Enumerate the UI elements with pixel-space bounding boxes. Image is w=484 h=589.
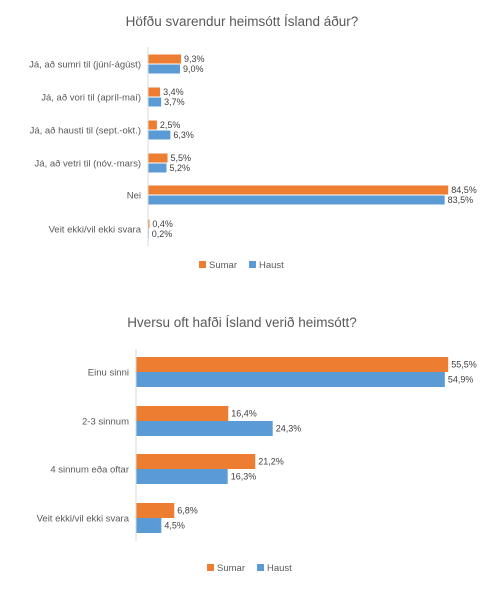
chart1-data-label: 6,3% <box>173 130 194 140</box>
chart1-data-label: 2,5% <box>160 120 181 130</box>
chart2-title: Hversu oft hafði Ísland verið heimsótt? <box>127 315 357 330</box>
chart2-legend-label-haust: Haust <box>267 563 292 574</box>
chart1-data-label: 83,5% <box>448 195 474 205</box>
chart1-category-label: Veit ekki/vil ekki svara <box>49 225 142 236</box>
chart2-bar-sumar <box>136 357 449 372</box>
chart2-category-label: 4 sinnum eða oftar <box>50 465 129 476</box>
chart2-data-label: 16,4% <box>231 409 257 419</box>
chart2-data-label: 16,3% <box>231 472 257 482</box>
chart1-bar-sumar <box>148 54 182 64</box>
chart2-category-label: Veit ekki/vil ekki svara <box>37 514 130 525</box>
chart1-data-label: 0,4% <box>152 219 173 229</box>
chart1-legend-swatch-haust <box>249 261 256 268</box>
chart2-data-label: 21,2% <box>258 457 284 467</box>
chart1-bar-haust <box>148 163 167 173</box>
chart1-title: Höfðu svarendur heimsótt Ísland áður? <box>126 14 359 29</box>
chart1-bar-sumar <box>148 153 168 163</box>
chart1-bar-sumar <box>148 219 150 229</box>
chart1-bar-sumar <box>148 87 161 97</box>
chart2-data-label: 6,8% <box>177 506 198 516</box>
chart1-category-label: Já, að vori til (apríl-maí) <box>41 93 141 104</box>
chart1-bar-haust <box>148 97 162 107</box>
chart2-bar-sumar <box>136 406 229 421</box>
chart2-category-label: 2-3 sinnum <box>82 417 129 428</box>
chart1-bar-haust <box>148 130 171 140</box>
chart2-bar-haust <box>136 372 445 387</box>
chart1-data-label: 5,2% <box>169 163 190 173</box>
chart2-data-label: 4,5% <box>164 521 185 531</box>
chart1-legend-label-haust: Haust <box>259 260 284 271</box>
chart1-bar-haust <box>148 64 180 74</box>
chart2-bar-haust <box>136 421 273 436</box>
chart2-data-label: 54,9% <box>448 375 474 385</box>
chart2-category-label: Einu sinni <box>88 368 129 379</box>
chart2-data-label: 55,5% <box>451 360 477 370</box>
chart2-legend-label-sumar: Sumar <box>217 563 245 574</box>
chart1-bar-haust <box>148 195 445 205</box>
chart1-category-label: Nei <box>127 191 141 202</box>
chart2-data-label: 24,3% <box>276 424 302 434</box>
chart1-data-label: 84,5% <box>451 185 477 195</box>
chart1-category-label: Já, að vetri til (nóv.-mars) <box>35 159 141 170</box>
chart1-data-label: 0,2% <box>152 229 173 239</box>
chart2-bar-sumar <box>136 503 175 518</box>
chart2-bar-sumar <box>136 454 256 469</box>
chart1-bar-sumar <box>148 185 449 195</box>
chart1-data-label: 3,4% <box>163 87 184 97</box>
chart2-legend-swatch-haust <box>257 564 264 571</box>
chart1-legend-label-sumar: Sumar <box>209 260 237 271</box>
chart2-bar-haust <box>136 518 162 533</box>
chart1-legend-swatch-sumar <box>199 261 206 268</box>
chart2-legend-swatch-sumar <box>207 564 214 571</box>
chart1-data-label: 5,5% <box>171 153 192 163</box>
chart1-data-label: 3,7% <box>164 97 185 107</box>
chart1-bar-sumar <box>148 120 157 130</box>
chart1-data-label: 9,3% <box>184 54 205 64</box>
chart2-bar-haust <box>136 469 228 484</box>
chart1-category-label: Já, að sumri til (júní-ágúst) <box>29 60 141 71</box>
chart1-data-label: 9,0% <box>183 64 204 74</box>
chart1-category-label: Já, að hausti til (sept.-okt.) <box>30 126 141 137</box>
